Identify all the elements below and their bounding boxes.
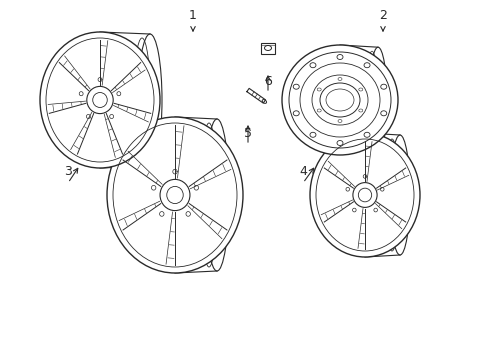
Ellipse shape [336,140,342,145]
Text: 6: 6 [264,75,271,88]
Text: 2: 2 [378,9,386,22]
Ellipse shape [282,45,397,155]
Ellipse shape [363,63,369,68]
Text: 4: 4 [299,165,306,178]
Ellipse shape [380,111,386,116]
Ellipse shape [336,54,342,59]
Ellipse shape [309,133,419,257]
Ellipse shape [107,117,243,273]
Text: 1: 1 [189,9,197,22]
Ellipse shape [160,179,189,211]
Ellipse shape [317,109,321,112]
Ellipse shape [309,63,315,68]
Ellipse shape [358,88,362,91]
Ellipse shape [352,183,376,207]
Ellipse shape [293,84,299,89]
Text: 5: 5 [244,127,251,140]
Ellipse shape [337,77,341,81]
Ellipse shape [87,86,113,114]
Ellipse shape [264,45,271,50]
Ellipse shape [358,109,362,112]
Ellipse shape [309,132,315,137]
Ellipse shape [40,32,160,168]
Ellipse shape [337,120,341,122]
Ellipse shape [293,111,299,116]
Ellipse shape [363,132,369,137]
Text: 3: 3 [64,165,72,178]
Bar [261,42,274,54]
Ellipse shape [380,84,386,89]
Ellipse shape [319,83,359,117]
Ellipse shape [317,88,321,91]
